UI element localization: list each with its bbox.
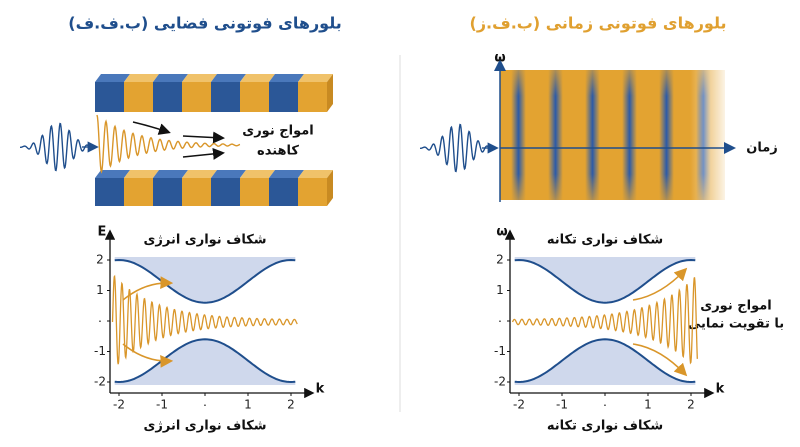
block xyxy=(269,178,298,206)
y-tick-label: 2 xyxy=(496,253,504,267)
block-top xyxy=(298,74,333,82)
band-curve xyxy=(114,258,296,304)
block xyxy=(95,178,124,206)
y-tick-label: -1 xyxy=(494,344,506,358)
block xyxy=(240,82,269,112)
block xyxy=(298,82,327,112)
x-tick-label: ٠ xyxy=(602,398,608,412)
block-top xyxy=(240,170,275,178)
block xyxy=(153,82,182,112)
band-shade xyxy=(114,339,296,386)
block-top xyxy=(182,170,217,178)
y-tick-label: -2 xyxy=(94,375,106,389)
waveguide xyxy=(95,74,333,206)
decaying-wave xyxy=(96,114,241,174)
caption: شکاف نواری انرژی xyxy=(143,419,266,434)
block xyxy=(211,82,240,112)
block-side xyxy=(327,74,333,112)
arrow xyxy=(182,147,225,160)
left-title: بلورهای فوتونی فضایی (ب.ف.ف) xyxy=(68,14,341,33)
axis-label: E xyxy=(98,225,107,240)
block-top xyxy=(269,170,304,178)
band-curve xyxy=(114,338,296,384)
block-top xyxy=(211,74,246,82)
x-tick-label: ٠ xyxy=(202,398,208,412)
block-top xyxy=(269,74,304,82)
y-tick-label: ٠ xyxy=(497,314,503,328)
x-tick-label: -2 xyxy=(513,398,525,412)
plot-title: شکاف نواری تکانه xyxy=(547,233,663,248)
x-tick-label: 2 xyxy=(687,398,695,412)
wave-packet xyxy=(20,122,95,172)
y-tick-label: -2 xyxy=(494,375,506,389)
block-top xyxy=(182,74,217,82)
arrow xyxy=(632,267,688,301)
plot-title: شکاف نواری انرژی xyxy=(143,233,266,248)
axis-label: k xyxy=(716,382,725,397)
arrow xyxy=(632,343,688,377)
band-shade xyxy=(114,256,296,303)
axis-label: ω xyxy=(494,51,505,66)
annotation: کاهنده xyxy=(257,144,299,159)
wave-packet xyxy=(420,123,495,173)
block-top xyxy=(298,170,333,178)
y-tick-label: 1 xyxy=(96,283,104,297)
band-plot: ω k 2 1 ٠ -1 -2 -2 -1 ٠ 1 2 xyxy=(494,225,725,412)
time-crystal xyxy=(494,59,736,204)
block-top xyxy=(95,74,130,82)
block xyxy=(182,82,211,112)
block xyxy=(124,82,153,112)
y-tick-label: -1 xyxy=(94,344,106,358)
axis-label: ω xyxy=(496,225,507,240)
block-top xyxy=(211,170,246,178)
waves xyxy=(20,114,499,174)
arrow xyxy=(122,343,174,368)
band-curve xyxy=(514,338,696,384)
block xyxy=(95,82,124,112)
y-tick-label: ٠ xyxy=(97,314,103,328)
block-top xyxy=(95,170,130,178)
block-top xyxy=(240,74,275,82)
block-top xyxy=(153,74,188,82)
annotation: امواج نوری xyxy=(242,124,313,139)
band-shade xyxy=(514,339,696,386)
band-curve xyxy=(514,258,696,304)
caption: شکاف نواری تکانه xyxy=(547,419,663,434)
x-tick-label: 2 xyxy=(287,398,295,412)
right-title: بلورهای فوتونی زمانی (ب.ف.ز) xyxy=(470,14,727,33)
y-tick-label: 2 xyxy=(96,253,104,267)
block xyxy=(211,178,240,206)
x-tick-label: -1 xyxy=(156,398,168,412)
block-top xyxy=(153,170,188,178)
annotation: امواج نوری xyxy=(700,299,771,314)
block xyxy=(153,178,182,206)
axis-label: k xyxy=(316,382,325,397)
decaying-wave xyxy=(111,274,298,365)
block-top xyxy=(124,74,159,82)
annotation: با تقویت نمایی xyxy=(688,317,784,332)
block xyxy=(124,178,153,206)
x-tick-label: 1 xyxy=(644,398,652,412)
block-top xyxy=(124,170,159,178)
arrow xyxy=(182,131,225,144)
block xyxy=(240,178,269,206)
y-tick-label: 1 xyxy=(496,283,504,297)
block xyxy=(182,178,211,206)
arrow xyxy=(122,276,174,301)
arrow xyxy=(132,121,171,135)
axis-label: زمان xyxy=(746,141,778,156)
x-tick-label: -2 xyxy=(113,398,125,412)
block-side xyxy=(327,170,333,206)
band-plot: Ek 2 1 ٠ -1 -2 -2 -1 ٠ 1 2 xyxy=(94,225,325,412)
band-shade xyxy=(514,256,696,303)
x-tick-label: -1 xyxy=(556,398,568,412)
block xyxy=(298,178,327,206)
block xyxy=(269,82,298,112)
growing-wave xyxy=(511,277,698,365)
x-tick-label: 1 xyxy=(244,398,252,412)
